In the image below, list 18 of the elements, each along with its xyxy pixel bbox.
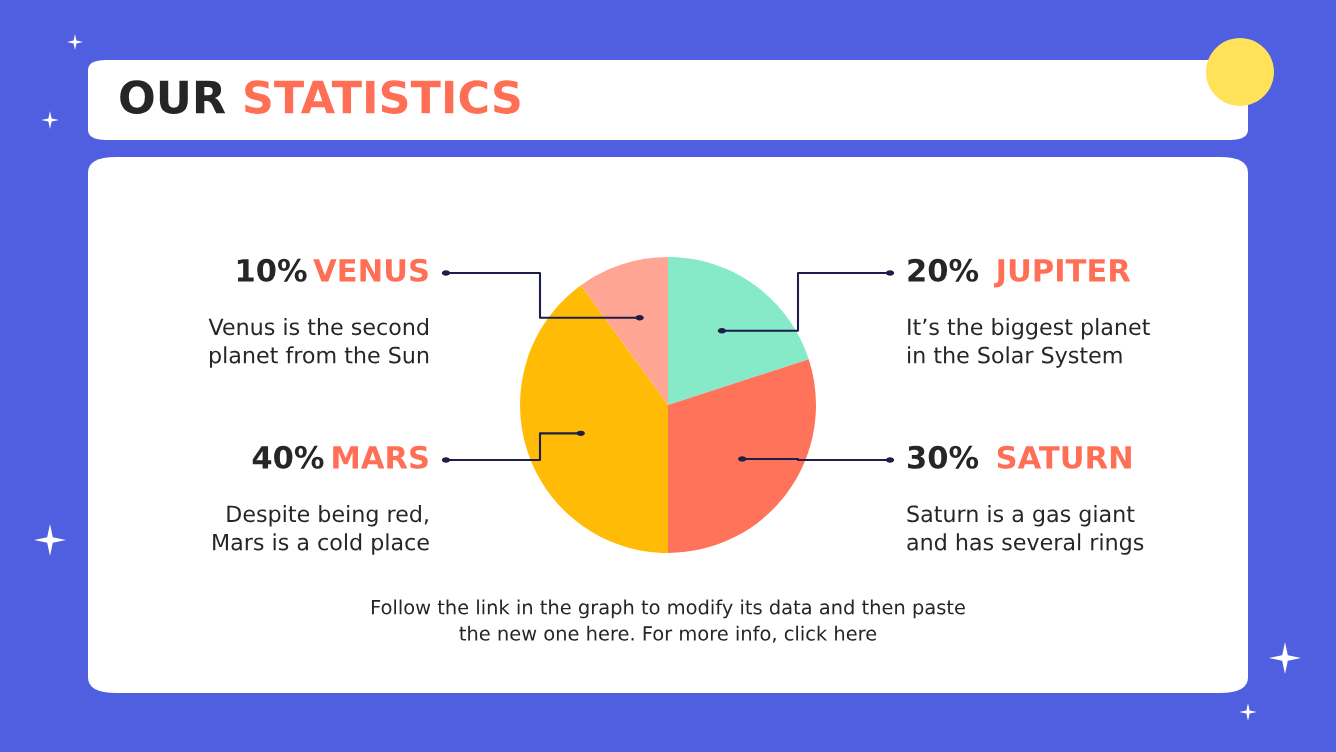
slice-label: MARS <box>333 445 428 469</box>
pie-slice <box>581 257 668 405</box>
pie-slice <box>668 257 809 405</box>
slice-label: SATURN <box>997 445 1131 469</box>
chart-title: OUR STATISTICS <box>120 80 520 114</box>
slice-label: JUPITER <box>993 259 1131 288</box>
slice-label: VENUS <box>313 258 428 282</box>
data-label: 40% <box>252 445 324 469</box>
data-label: 30% <box>908 445 979 469</box>
text: Saturn is a gas giant and has several rings <box>907 505 1144 555</box>
pie-slice <box>520 285 668 553</box>
data-label: 20% <box>908 258 979 282</box>
text: Venus is the second planet from the Sun <box>208 318 429 368</box>
data-label: 10% <box>237 258 307 282</box>
text: Despite being red, Mars is a cold place <box>213 505 429 555</box>
text: Follow the link in the graph to modify its data and then paste the new one here. For more info, click here <box>371 599 965 643</box>
pie-slice <box>668 359 816 553</box>
text: It’s the biggest planet in the Solar System <box>908 318 1150 368</box>
